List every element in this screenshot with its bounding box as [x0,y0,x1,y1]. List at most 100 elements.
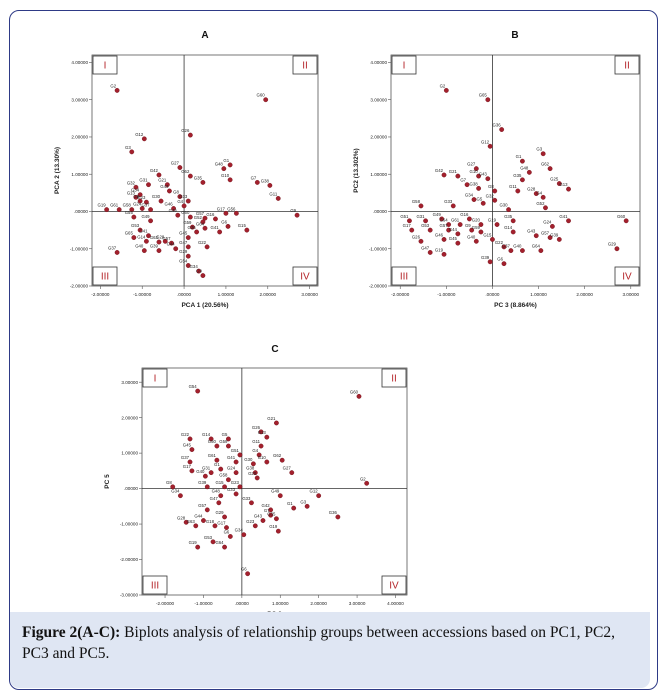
data-point [189,468,195,474]
point-label: G14 [137,234,146,239]
data-point [252,523,258,529]
point-label: G48 [212,489,221,494]
point-label: G41 [559,214,568,219]
point-label: G33 [227,487,236,492]
quadrant-label: II [624,61,630,72]
data-point [506,207,511,213]
data-point [167,188,172,194]
chart-panel-b: B -2.00000 -1.00000 .00000 1.00000 2.00000 3.0… [353,30,641,309]
data-point [141,136,147,142]
data-point [485,97,491,103]
point-label: G53 [421,223,430,228]
data-point [264,434,270,440]
point-label: G10 [221,173,230,178]
data-point [185,235,191,240]
x-tick-label: .00000 [235,601,249,606]
data-point [156,239,162,245]
data-point [520,158,525,164]
point-label: G31 [139,178,148,183]
y-tick-label: 1.00000 [71,172,88,177]
point-label: G3 [125,145,131,150]
y-tick-label: 3.00000 [71,97,88,102]
data-point [254,475,260,481]
x-tick-label: -2.00000 [391,292,410,297]
data-point [364,480,370,486]
point-label: G25 [550,177,559,182]
point-label: G33 [444,199,453,204]
point-label: G2 [110,83,116,88]
point-label: G48 [215,162,224,167]
quadrant-label: IV [389,581,399,592]
data-point [233,470,239,476]
point-label: G41 [139,229,148,234]
point-label: G55 [125,210,134,215]
data-point [547,235,553,240]
data-point [226,436,231,442]
data-point [427,250,433,255]
data-point [187,214,193,220]
data-point [169,240,174,246]
point-label: G28 [527,187,536,192]
data-point [133,184,139,190]
y-tick-label: -1.00000 [369,246,388,251]
data-point [222,484,227,490]
data-point [202,473,208,479]
data-point [418,203,424,209]
point-label: G7 [460,178,466,183]
data-point [178,493,183,499]
point-label: G22 [198,240,207,245]
x-tick-label: -1.00000 [437,292,456,297]
data-point [185,198,191,204]
y-tick-label: 2.00000 [121,415,138,420]
data-point [441,172,447,178]
plot-frame [141,367,408,596]
point-label: G58 [219,473,228,478]
data-point [614,246,620,252]
data-point [185,263,191,268]
data-point [158,198,164,204]
data-point [268,512,274,518]
point-label: G6 [497,257,503,262]
quadrant-label: I [403,61,406,72]
point-label: G4 [252,448,258,453]
data-point [196,268,202,274]
data-point [316,493,322,499]
y-axis-label: PC2 (13.302%) [353,148,360,192]
data-point [264,459,270,465]
x-axis-label: PCA 1 (20.56%) [181,302,228,309]
point-label: G27 [283,466,292,471]
data-point [216,500,222,506]
data-point [455,173,461,179]
point-label: G64 [196,221,205,226]
data-point [476,185,482,191]
point-label: G64 [532,244,541,249]
point-label: G13 [559,182,568,187]
point-label: G38 [469,181,478,186]
quadrant-box [391,55,417,75]
point-label: G42 [150,168,159,173]
data-point [478,229,484,235]
data-point [446,222,452,227]
data-point [177,165,183,170]
data-point [237,484,243,490]
data-point [116,207,122,213]
point-label: G15 [215,480,224,485]
y-tick-label: -2.00000 [369,284,388,289]
data-point [258,429,264,435]
data-point [409,227,415,233]
point-label: G12 [481,139,490,144]
data-point [212,523,218,529]
data-point [194,229,200,235]
point-label: G30 [244,457,253,462]
x-tick-label: 3.00000 [622,292,639,297]
point-label: G26 [412,234,421,239]
point-label: G19 [98,203,107,208]
point-label: G9 [465,223,471,228]
point-label: G29 [215,510,224,515]
data-point [218,466,224,472]
point-label: G42 [435,168,444,173]
point-label: G65 [479,93,488,98]
point-label: G16 [460,212,469,217]
point-label: G17 [403,223,412,228]
point-label: G6 [241,567,247,572]
